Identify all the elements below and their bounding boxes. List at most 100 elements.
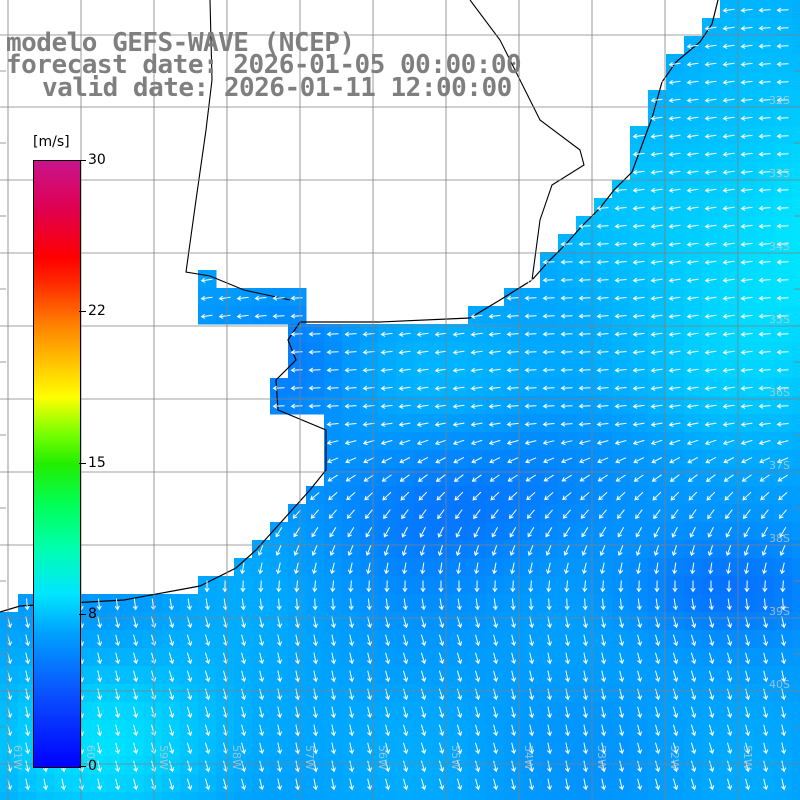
- wind-arrow: [596, 241, 609, 247]
- wind-arrow: [618, 598, 624, 611]
- wind-arrow: [403, 634, 409, 647]
- wind-arrow: [672, 742, 679, 755]
- wind-arrow: [488, 421, 501, 427]
- colorbar-tick: [79, 311, 86, 312]
- field-cell: [738, 450, 757, 469]
- wind-arrow: [776, 7, 789, 13]
- wind-arrow: [763, 616, 769, 629]
- field-cell: [648, 414, 667, 433]
- wind-arrow: [349, 670, 355, 683]
- wind-arrow: [762, 580, 768, 593]
- wind-arrow: [403, 616, 409, 629]
- field-cell: [630, 270, 649, 289]
- lat-label: 36S: [769, 386, 790, 399]
- field-cell: [630, 252, 649, 271]
- wind-arrow: [671, 509, 679, 520]
- wind-arrow: [740, 313, 753, 319]
- coastline: [0, 0, 719, 613]
- field-cell: [288, 342, 307, 361]
- field-cell: [702, 18, 721, 37]
- wind-arrow: [614, 421, 627, 427]
- wind-arrow: [385, 670, 391, 683]
- wind-arrow: [763, 652, 769, 665]
- field-cell: [792, 378, 800, 397]
- wind-arrow: [529, 616, 535, 629]
- field-cell: [630, 450, 649, 469]
- wind-arrow: [398, 349, 411, 355]
- field-cell: [648, 396, 667, 415]
- wind-arrow: [290, 313, 303, 319]
- wind-arrow: [456, 742, 463, 755]
- wind-arrow: [383, 544, 390, 557]
- wind-arrow: [474, 598, 480, 611]
- field-cell: [738, 432, 757, 451]
- wind-arrow: [776, 151, 789, 157]
- wind-arrow: [507, 457, 519, 464]
- field-cell: [756, 36, 775, 55]
- wind-arrow: [346, 492, 356, 501]
- wind-arrow: [455, 544, 462, 557]
- field-cell: [342, 396, 361, 415]
- field-cell: [792, 108, 800, 127]
- field-cell: [540, 342, 559, 361]
- field-cell: [234, 306, 253, 325]
- wind-arrow: [294, 706, 300, 719]
- field-cell: [684, 90, 703, 109]
- wind-arrow: [241, 688, 247, 701]
- colorbar-label-max: 30: [88, 152, 106, 168]
- wind-arrow: [542, 367, 555, 373]
- field-cell: [576, 360, 595, 379]
- wind-arrow: [488, 313, 501, 319]
- wind-arrow: [240, 598, 246, 611]
- field-cell: [720, 36, 739, 55]
- wind-arrow: [200, 295, 213, 301]
- wind-arrow: [312, 598, 318, 611]
- wind-arrow: [259, 742, 265, 755]
- wind-arrow: [655, 670, 661, 683]
- wind-arrow: [493, 652, 499, 665]
- wind-arrow: [763, 760, 769, 773]
- wind-arrow: [419, 509, 427, 520]
- wind-arrow: [598, 492, 608, 501]
- wind-arrow: [327, 474, 338, 482]
- wind-arrow: [506, 295, 519, 301]
- wind-arrow: [776, 295, 789, 301]
- wind-arrow: [236, 313, 249, 319]
- wind-arrow: [367, 652, 373, 665]
- wind-arrow: [328, 509, 337, 519]
- field-cell: [702, 234, 721, 253]
- wind-arrow: [470, 349, 483, 355]
- lat-label: 35S: [769, 313, 790, 326]
- wind-arrow: [529, 634, 535, 647]
- field-cell: [486, 360, 505, 379]
- wind-arrow: [545, 562, 551, 575]
- wind-arrow: [600, 580, 606, 593]
- field-cell: [288, 360, 307, 379]
- land-mask: [0, 0, 719, 613]
- wind-arrow: [168, 706, 175, 719]
- field-cell: [378, 396, 397, 415]
- wind-arrow: [524, 295, 537, 301]
- wind-arrow: [650, 403, 663, 409]
- wind-arrow: [687, 474, 698, 482]
- wind-arrow: [722, 421, 735, 427]
- wind-arrow: [564, 724, 570, 737]
- field-cell: [414, 396, 433, 415]
- wind-arrow: [740, 25, 753, 31]
- wind-arrow: [506, 421, 519, 427]
- field-cell: [684, 216, 703, 235]
- wind-arrow: [632, 439, 645, 446]
- wind-arrow: [776, 421, 789, 427]
- field-cell: [378, 324, 397, 343]
- wind-arrow: [722, 97, 735, 103]
- wind-arrow: [308, 367, 321, 373]
- wind-arrow: [690, 760, 697, 773]
- wind-arrow: [740, 385, 753, 391]
- wind-arrow: [740, 43, 753, 49]
- field-cell: [144, 792, 163, 800]
- field-cell: [648, 792, 667, 800]
- wind-arrow: [529, 742, 535, 755]
- border-line: [185, 0, 291, 301]
- wind-arrow: [740, 241, 753, 247]
- wind-arrow: [475, 670, 481, 683]
